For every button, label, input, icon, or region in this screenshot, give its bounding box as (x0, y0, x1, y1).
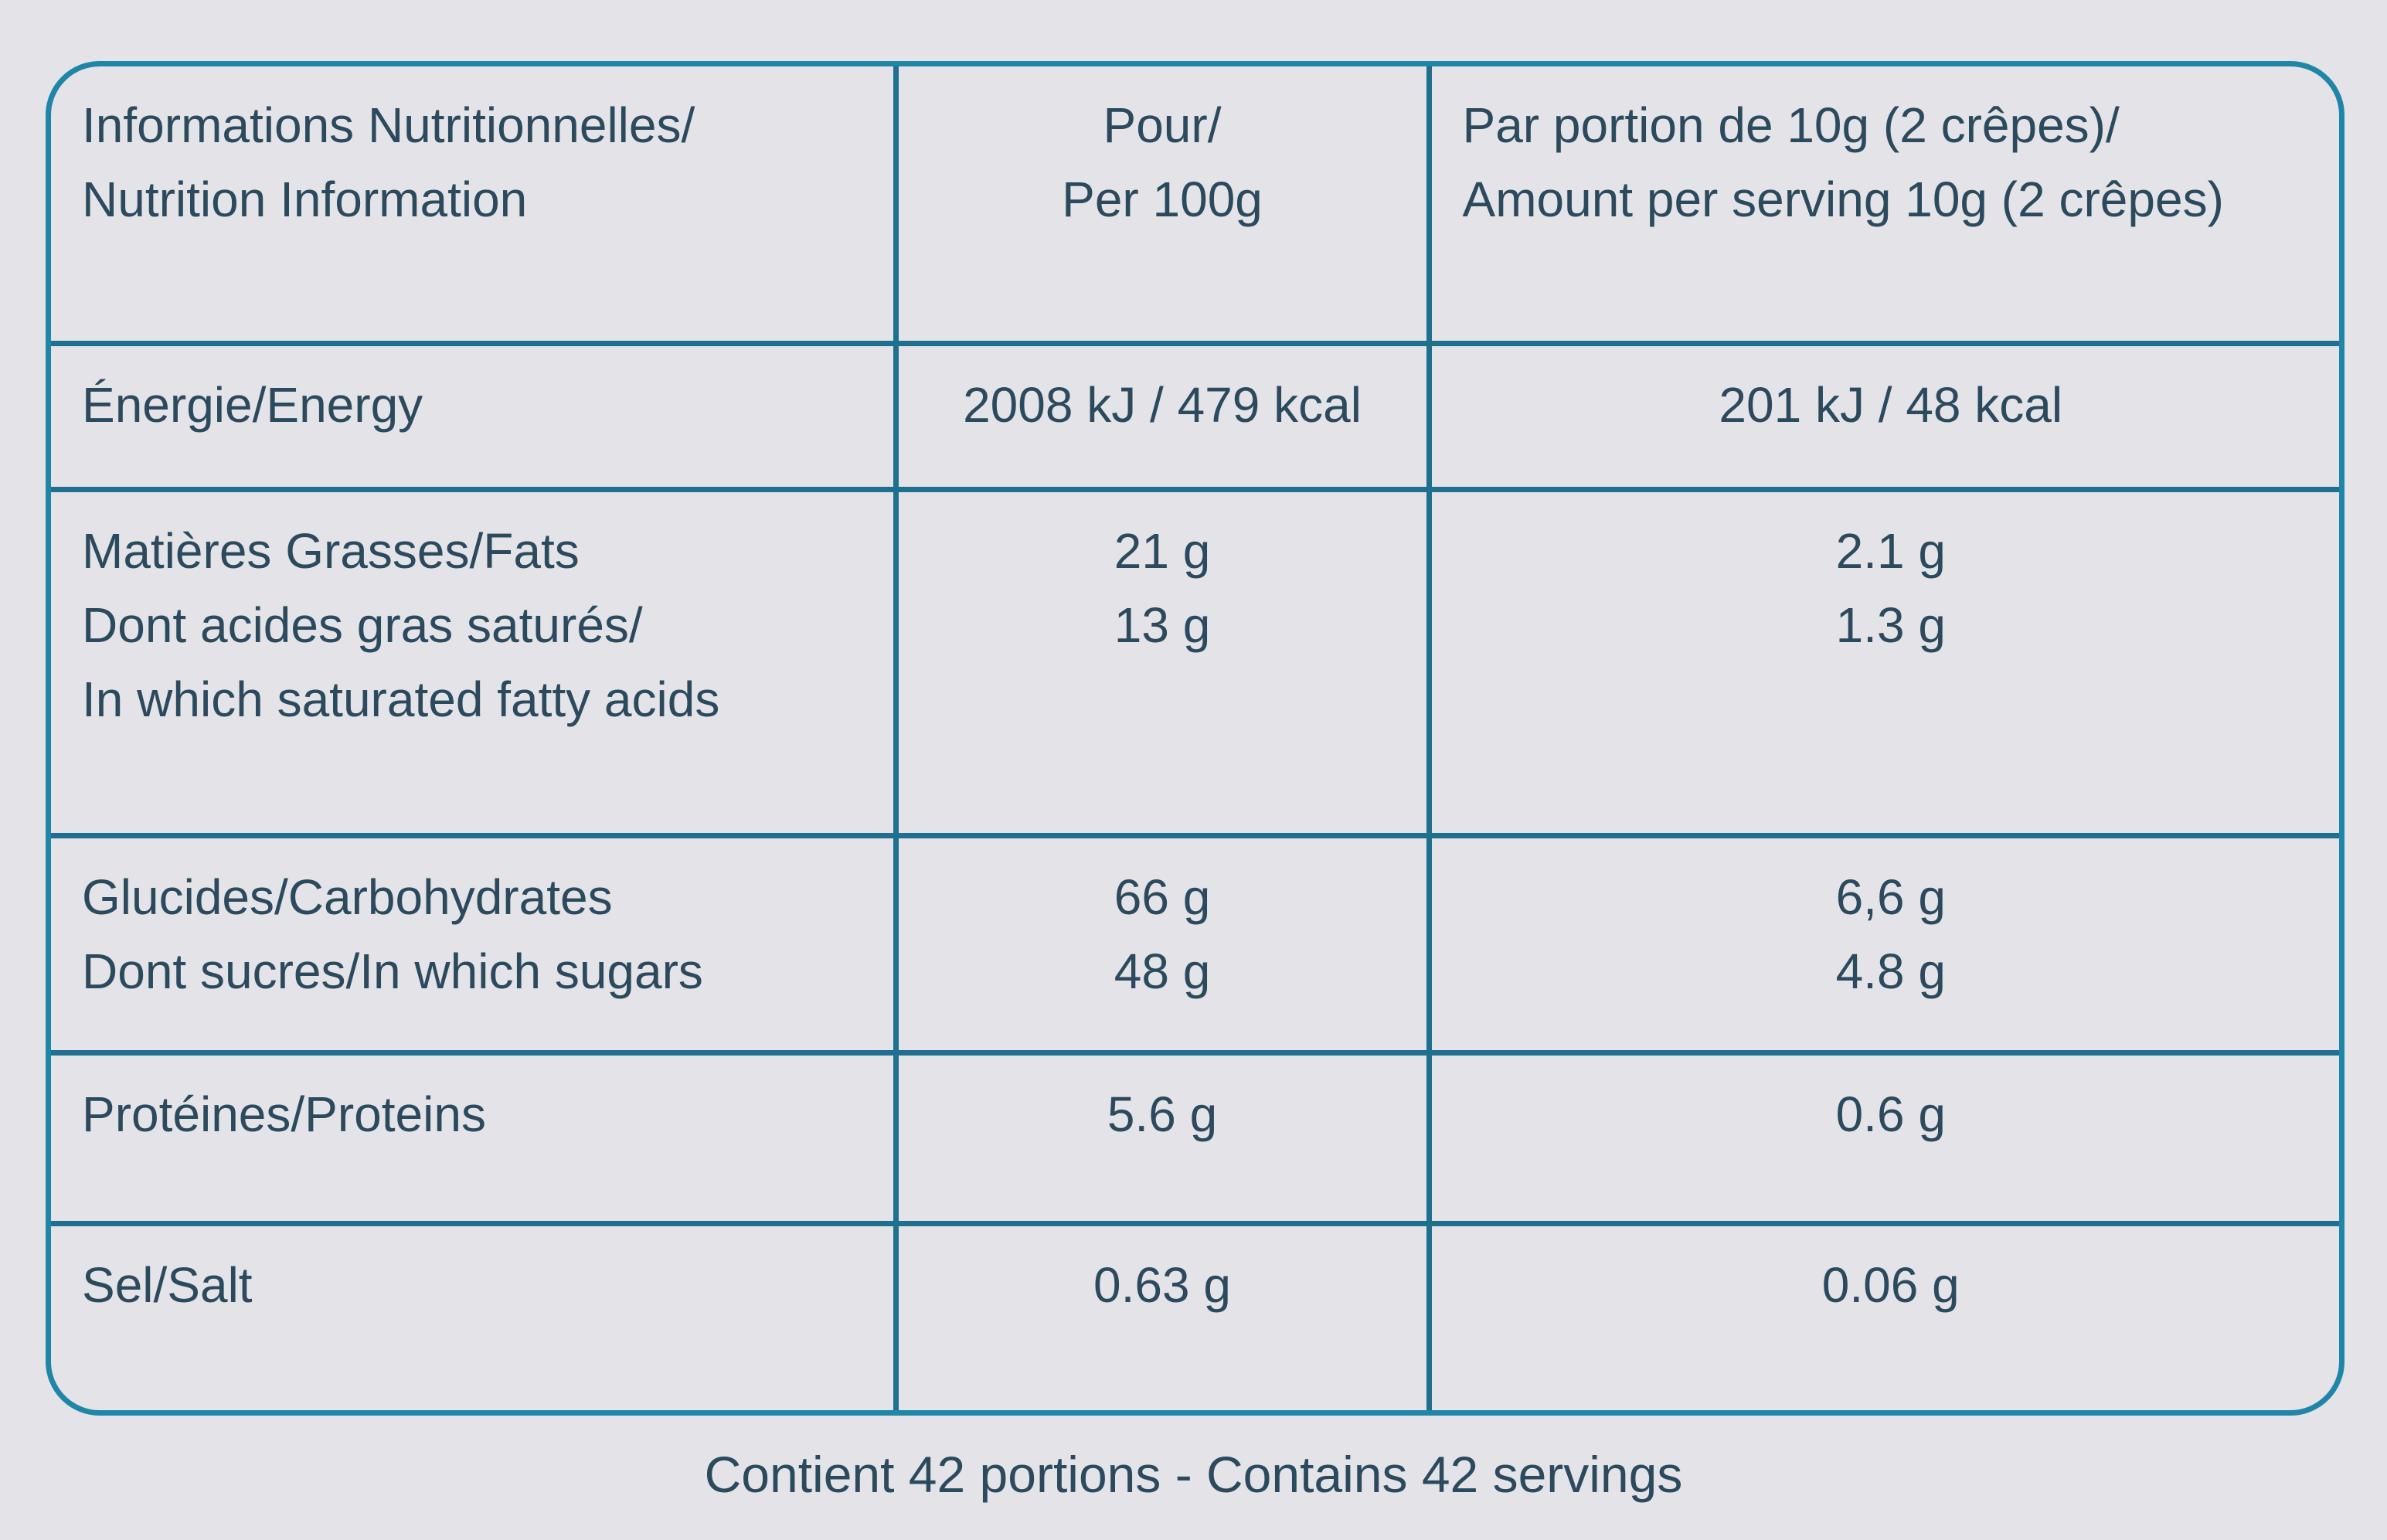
cell-text: 48 g (1114, 943, 1211, 999)
cell-text: Amount per serving 10g (2 crêpes) (1462, 172, 2224, 227)
table-cell: Protéines/Proteins (51, 1049, 899, 1226)
table-cell: 21 g 13 g (893, 486, 1432, 838)
cell-text: 66 g (1114, 869, 1211, 925)
cell-text: Informations Nutritionnelles/ (82, 97, 695, 153)
cell-text: 13 g (1114, 597, 1211, 653)
cell-text: Per 100g (1062, 172, 1263, 227)
table-row: Sel/Salt 0.63 g 0.06 g (51, 1220, 2339, 1410)
cell-text: Matières Grasses/Fats (82, 522, 580, 579)
cell-text: Pour/ (1103, 97, 1222, 153)
cell-text: 2008 kJ / 479 kcal (963, 376, 1362, 433)
header-row: Informations Nutritionnelles/Nutrition I… (51, 66, 2339, 346)
cell-text: 1.3 g (1835, 597, 1946, 653)
table-cell: Sel/Salt (51, 1220, 899, 1410)
cell-text: Protéines/Proteins (82, 1086, 486, 1142)
cell-text: 201 kJ / 48 kcal (1719, 376, 2063, 433)
cell-text: 5.6 g (1107, 1086, 1218, 1142)
nutrition-table: Informations Nutritionnelles/Nutrition I… (46, 61, 2344, 1416)
table-cell: 5.6 g (893, 1049, 1432, 1226)
table: Informations Nutritionnelles/Nutrition I… (51, 66, 2339, 1410)
table-cell: Glucides/Carbohydrates Dont sucres/In whi… (51, 832, 899, 1056)
cell-text: Dont sucres/In which sugars (82, 943, 703, 999)
table-row: Protéines/Proteins 5.6 g 0.6 g (51, 1049, 2339, 1226)
cell-text: Énergie/Energy (82, 376, 423, 433)
cell-text: Glucides/Carbohydrates (82, 869, 613, 925)
cell-text: Dont acides gras saturés/ (82, 597, 643, 653)
table-cell: 2008 kJ / 479 kcal (893, 340, 1432, 492)
cell-text: 0.63 g (1093, 1256, 1231, 1313)
table-cell: 6,6 g 4.8 g (1426, 832, 2339, 1056)
table-cell: 0.06 g (1426, 1220, 2339, 1410)
table-cell: 201 kJ / 48 kcal (1426, 340, 2339, 492)
cell-text: In which saturated fatty acids (82, 671, 720, 727)
table-cell: Par portion de 10g (2 crêpes)/ Amount per… (1426, 66, 2339, 346)
table-cell: 66 g 48 g (893, 832, 1432, 1056)
table-cell: 0.6 g (1426, 1049, 2339, 1226)
cell-text: 0.06 g (1821, 1256, 1960, 1313)
table-row: Glucides/Carbohydrates Dont sucres/In whi… (51, 832, 2339, 1056)
table-row: Matières Grasses/Fats Dont acides gras sa… (51, 486, 2339, 838)
table-cell: Matières Grasses/Fats Dont acides gras sa… (51, 486, 899, 838)
cell-text: Nutrition Information (82, 172, 528, 227)
table-cell: Pour/Per 100g (893, 66, 1432, 346)
cell-text: Sel/Salt (82, 1256, 253, 1313)
table-cell: 2.1 g 1.3 g (1426, 486, 2339, 838)
table-cell: Énergie/Energy (51, 340, 899, 492)
cell-text: 4.8 g (1835, 943, 1946, 999)
cell-text: Par portion de 10g (2 crêpes)/ (1462, 97, 2120, 153)
cell-text: 2.1 g (1835, 522, 1946, 579)
cell-text: 0.6 g (1835, 1086, 1946, 1142)
table-row: Énergie/Energy 2008 kJ / 479 kcal 201 kJ /… (51, 340, 2339, 492)
table-cell: Informations Nutritionnelles/Nutrition I… (51, 66, 899, 346)
footer-text: Contient 42 portions - Contains 42 servi… (704, 1446, 1683, 1503)
cell-text: 21 g (1114, 522, 1211, 579)
table-cell: 0.63 g (893, 1220, 1432, 1410)
cell-text: 6,6 g (1835, 869, 1946, 925)
